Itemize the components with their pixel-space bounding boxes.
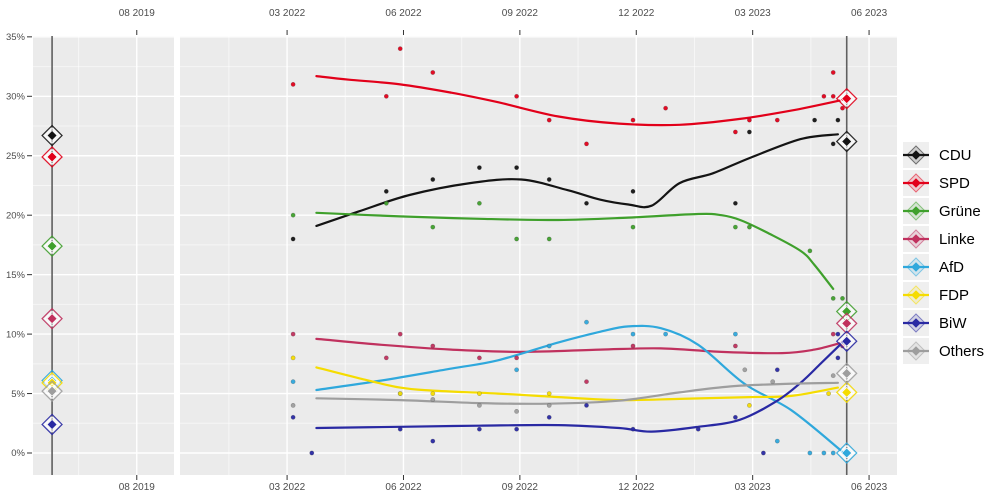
legend-label: Others	[939, 342, 985, 360]
x-tick-label-top: 08 2019	[119, 8, 156, 19]
y-tick-label: 0%	[11, 448, 25, 459]
y-tick-label: 5%	[11, 389, 25, 400]
legend-key-diamond-icon	[903, 282, 929, 308]
legend-item-others: Others	[903, 338, 984, 364]
election-result-biw-diamond-marker	[835, 330, 858, 353]
poll-points-biw	[290, 331, 841, 456]
election-result-spd-diamond-marker	[835, 87, 858, 110]
trend-line-linke	[315, 337, 844, 355]
legend-label: BiW	[939, 314, 967, 332]
election-result-afd-diamond-marker	[835, 442, 858, 464]
legend-key-diamond-icon	[903, 226, 929, 252]
election-result-cdu-diamond-marker	[41, 124, 63, 147]
poll-points-gruene	[290, 200, 845, 301]
trend-line-cdu	[315, 133, 839, 227]
election-result-gruene-diamond-marker	[41, 235, 63, 257]
election-result-spd-diamond-marker	[41, 146, 63, 168]
x-tick-label-top: 03 2023	[735, 8, 772, 19]
legend-item-biw: BiW	[903, 310, 984, 336]
election-result-fdp-diamond-marker	[835, 381, 858, 404]
x-tick-label-top: 12 2022	[618, 8, 655, 19]
x-tick-label-bottom: 06 2023	[851, 482, 888, 493]
y-axis: 0% 5% 10% 15% 20% 25% 30% 35%	[6, 32, 32, 459]
x-tick-label-top: 09 2022	[502, 8, 539, 19]
x-tick-label-bottom: 03 2023	[735, 482, 772, 493]
legend-key-diamond-icon	[903, 310, 929, 336]
legend-item-fdp: FDP	[903, 282, 984, 308]
trend-line-spd	[315, 75, 844, 127]
election-result-biw-diamond-marker	[41, 413, 63, 436]
election-result-cdu-diamond-marker	[835, 130, 858, 153]
poll-points-fdp	[290, 355, 831, 408]
x-tick-label-bottom: 08 2019	[119, 482, 156, 493]
legend-label: Grüne	[939, 202, 981, 220]
legend-key-diamond-icon	[903, 254, 929, 280]
trend-line-others	[315, 381, 839, 405]
legend-key-diamond-icon	[903, 338, 929, 364]
legend-label: Linke	[939, 230, 975, 248]
x-axis: 03 2022 03 2022 06 2022 06 2022 09 2022 09 20…	[269, 8, 888, 493]
legend-key-diamond-icon	[903, 170, 929, 196]
y-tick-label: 15%	[6, 270, 26, 281]
x-tick-label-bottom: 12 2022	[618, 482, 655, 493]
y-tick-label: 30%	[6, 92, 26, 103]
facet-panel	[33, 36, 174, 475]
x-tick-label-bottom: 09 2022	[502, 482, 539, 493]
poll-points-cdu	[290, 117, 841, 242]
legend-label: CDU	[939, 146, 972, 164]
x-tick-label-top: 06 2023	[851, 8, 888, 19]
legend-item-afd: AfD	[903, 254, 984, 280]
legend-item-spd: SPD	[903, 170, 984, 196]
legend-item-cdu: CDU	[903, 142, 984, 168]
trend-line-afd	[315, 324, 844, 453]
legend-key-diamond-icon	[903, 142, 929, 168]
legend-item-linke: Linke	[903, 226, 984, 252]
legend-item-gruene: Grüne	[903, 198, 984, 224]
y-tick-label: 25%	[6, 151, 26, 162]
poll-points-linke	[290, 331, 845, 385]
x-tick-label-bottom: 06 2022	[385, 482, 422, 493]
trend-line-gruene	[315, 211, 835, 290]
election-result-linke-diamond-marker	[41, 307, 63, 330]
trend-line-fdp	[315, 366, 839, 402]
legend-label: AfD	[939, 258, 965, 276]
y-tick-label: 35%	[6, 32, 26, 43]
x-axis: 08 2019 08 2019	[119, 8, 156, 493]
legend: CDU SPD Grüne Linke AfD FDP BiW Others	[903, 142, 984, 366]
election-result-others-diamond-marker	[835, 362, 858, 385]
legend-label: FDP	[939, 286, 969, 304]
legend-key-diamond-icon	[903, 198, 929, 224]
legend-label: SPD	[939, 174, 970, 192]
election-result-others-diamond-marker	[41, 380, 63, 403]
x-tick-label-bottom: 03 2022	[269, 482, 306, 493]
x-tick-label-top: 06 2022	[385, 8, 422, 19]
x-tick-label-top: 03 2022	[269, 8, 306, 19]
poll-points-others	[290, 367, 836, 414]
y-tick-label: 20%	[6, 210, 26, 221]
poll-points-spd	[290, 46, 845, 147]
y-tick-label: 10%	[6, 329, 26, 340]
